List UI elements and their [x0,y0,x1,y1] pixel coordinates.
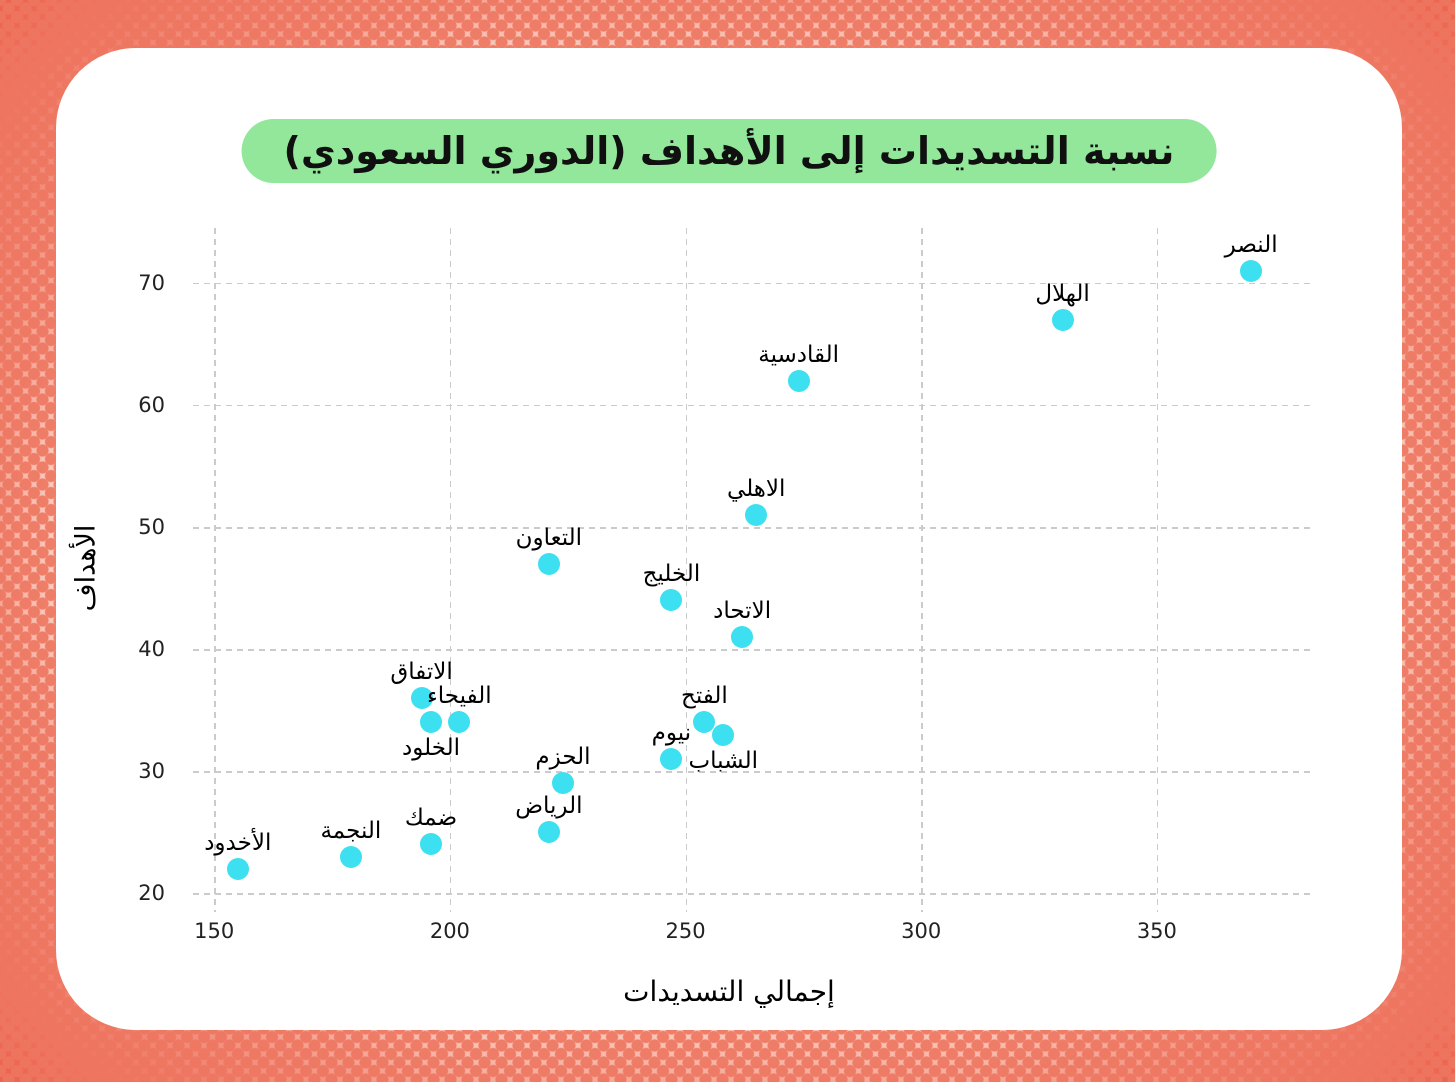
chart-title: نسبة التسديدات إلى الأهداف (الدوري السعو… [283,129,1175,173]
y-axis-title: الأهداف [70,524,102,612]
y-tick-label-60: 60 [138,392,165,417]
data-point-label-4: التعاون [515,524,583,551]
x-tick-label-350: 350 [1136,919,1177,943]
data-point-label-13: الحزم [535,744,591,771]
data-point-dot-0 [1240,259,1263,282]
data-point-dot-2 [787,369,810,392]
data-point-label-8: الفيحاء [426,683,492,710]
data-point-label-6: الاتحاد [713,597,772,624]
data-point-dot-4 [537,552,560,575]
y-tick-label-30: 30 [138,759,165,784]
gridline-x-250 [685,228,688,912]
data-point-label-1: الهلال [1035,280,1090,307]
data-point-label-0: النصر [1224,231,1278,258]
x-tick-label-200: 200 [429,919,470,943]
y-tick-label-50: 50 [138,515,165,540]
gridline-x-200 [449,228,452,912]
y-tick-label-70: 70 [138,270,165,295]
data-point-dot-16 [339,845,362,868]
data-point-dot-17 [226,857,249,880]
data-point-dot-3 [745,503,768,526]
data-point-label-17: الأخدود [204,829,272,856]
data-point-dot-1 [1051,308,1074,331]
data-point-dot-5 [660,589,683,612]
data-point-label-14: الرياض [515,793,583,820]
gridline-y-50 [193,527,1311,529]
x-tick-label-250: 250 [665,919,706,943]
x-tick-label-300: 300 [901,919,942,943]
data-point-label-9: الخلود [402,735,461,762]
data-point-dot-14 [537,821,560,844]
gridline-y-20 [193,893,1311,895]
data-point-dot-15 [420,833,443,856]
data-point-label-10: الفتح [680,683,728,710]
y-tick-label-20: 20 [138,881,165,906]
data-point-label-2: القادسية [758,341,840,368]
data-point-dot-7 [410,686,433,709]
chart-title-pill: نسبة التسديدات إلى الأهداف (الدوري السعو… [241,119,1217,183]
data-point-label-15: ضمك [404,805,458,832]
data-point-dot-11 [712,723,735,746]
data-point-dot-8 [448,711,471,734]
y-tick-label-40: 40 [138,637,165,662]
x-axis-title: إجمالي التسديدات [623,975,835,1008]
data-point-label-7: الاتفاق [390,658,453,685]
data-point-dot-10 [693,711,716,734]
plot-area: 20 30 40 50 60 70 150 200 250 300 350 النصر الهلال ال… [138,228,1311,943]
gridline-y-30 [193,771,1311,773]
data-point-dot-6 [731,625,754,648]
gridline-x-350 [1156,228,1159,912]
data-point-dot-13 [551,772,574,795]
data-point-label-11: الشباب [688,747,758,774]
gridline-y-40 [193,649,1311,651]
data-point-dot-9 [420,711,443,734]
data-point-label-5: الخليج [642,561,701,588]
gridline-y-60 [193,404,1311,407]
gridline-x-300 [921,228,923,912]
data-point-label-16: النجمة [320,817,382,844]
chart-card: نسبة التسديدات إلى الأهداف (الدوري السعو… [56,48,1402,1030]
gridline-x-150 [214,228,216,912]
gridline-y-70 [193,282,1311,285]
data-point-label-3: الاهلي [727,475,786,502]
data-point-label-12: نيوم [651,719,692,746]
x-tick-label-150: 150 [194,919,235,943]
data-point-dot-12 [660,747,683,770]
